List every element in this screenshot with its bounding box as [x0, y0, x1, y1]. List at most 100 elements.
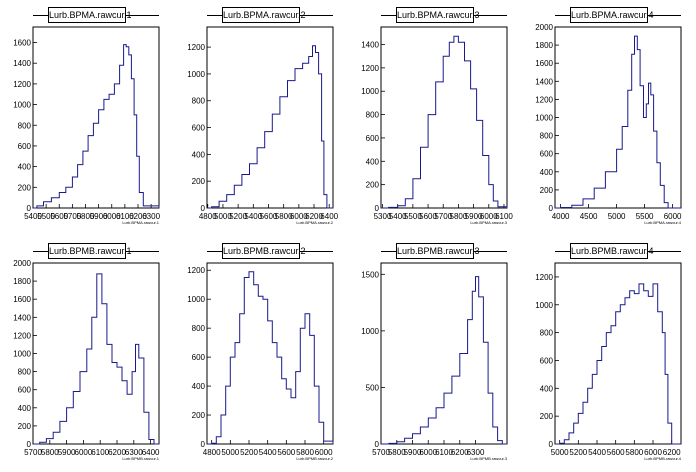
- x-tick-label: 6200: [108, 448, 126, 457]
- y-tick-label: 600: [18, 142, 32, 151]
- x-tick-label: 6300: [125, 448, 143, 457]
- x-tick-label: 6200: [305, 212, 323, 221]
- plot-frame: [206, 262, 334, 445]
- y-tick-label: 1200: [187, 266, 205, 275]
- y-tick-label: 400: [366, 157, 380, 166]
- x-axis-title: Lurb.BPMA.rawcur.4: [644, 220, 681, 225]
- x-tick-label: 6000: [480, 212, 498, 221]
- x-tick-label: 5000: [214, 212, 232, 221]
- x-tick-label: 6200: [129, 212, 147, 221]
- y-tick-label: 1200: [361, 64, 379, 73]
- y-tick-label: 1200: [13, 331, 31, 340]
- x-tick-label: 5400: [389, 212, 407, 221]
- x-tick-label: 5500: [37, 212, 55, 221]
- histogram-plot: 0 200 400 600 800 1000 1200 1400 530054005500560…: [361, 26, 513, 225]
- histogram-title: Lurb.BPMA.rawcur.4: [570, 7, 654, 23]
- x-axis-title: Lurb.BPMA.rawcur.2: [296, 220, 333, 225]
- plot-frame: [32, 262, 160, 445]
- histogram-series: [33, 273, 159, 445]
- x-tick-label: 6100: [495, 212, 513, 221]
- x-tick-label: 6000: [664, 212, 682, 221]
- y-tick-label: 400: [540, 168, 554, 177]
- x-tick-label: 6100: [116, 212, 134, 221]
- histogram-title: Lurb.BPMB.rawcur.4: [570, 243, 654, 259]
- y-tick-label: 800: [192, 97, 206, 106]
- y-tick-label: 0: [27, 440, 32, 449]
- histogram-panel: Lurb.BPMB.rawcur.4 0 200 400 600 800 1000 1200 5…: [522, 236, 696, 472]
- y-tick-label: 0: [27, 204, 32, 213]
- x-tick-label: 4800: [199, 212, 217, 221]
- x-axis-title: Lurb.BPMA.rawcur.3: [470, 220, 507, 225]
- x-tick-label: 6300: [142, 212, 160, 221]
- histogram-plot: 0 200 400 600 800 1000 1200 1400 1600 54005500560…: [13, 26, 161, 225]
- y-tick-label: 0: [201, 204, 206, 213]
- x-tick-label: 5800: [625, 448, 643, 457]
- histogram-plot: 0 200 400 600 800 1000 1200 1400 1600 1800 2000 570…: [13, 259, 160, 461]
- y-tick-label: 600: [366, 134, 380, 143]
- histogram-title: Lurb.BPMA.rawcur.3: [396, 7, 480, 23]
- x-tick-label: 6100: [91, 448, 109, 457]
- y-tick-label: 800: [366, 111, 380, 120]
- histogram-series: [207, 271, 334, 445]
- x-tick-label: 5700: [24, 448, 42, 457]
- histogram-series: [381, 276, 507, 445]
- y-tick-label: 0: [201, 440, 206, 449]
- y-tick-label: 0: [549, 440, 554, 449]
- x-tick-label: 5800: [296, 448, 314, 457]
- x-tick-label: 4500: [580, 212, 598, 221]
- plot-frame: [554, 262, 682, 445]
- y-tick-label: 1200: [535, 273, 553, 282]
- y-tick-label: 200: [18, 422, 32, 431]
- histogram-title: Lurb.BPMB.rawcur.3: [396, 243, 480, 259]
- y-tick-label: 2000: [535, 23, 553, 32]
- y-tick-label: 1200: [13, 80, 31, 89]
- histogram-series: [33, 44, 160, 209]
- x-tick-label: 5800: [275, 212, 293, 221]
- x-tick-label: 5600: [607, 448, 625, 457]
- y-tick-label: 1000: [187, 295, 205, 304]
- y-tick-label: 400: [18, 163, 32, 172]
- x-tick-label: 5600: [260, 212, 278, 221]
- histogram-plot: 0 200 400 600 800 1000 1200 5000 5200 5400 5600 580…: [535, 262, 682, 461]
- x-tick-label: 5900: [58, 448, 76, 457]
- histogram-title: Lurb.BPMA.rawcur.1: [48, 7, 132, 23]
- x-tick-label: 6400: [320, 212, 338, 221]
- x-tick-label: 6400: [142, 448, 160, 457]
- x-tick-label: 5000: [551, 448, 569, 457]
- histogram-title: Lurb.BPMA.rawcur.2: [222, 7, 306, 23]
- y-tick-label: 600: [540, 150, 554, 159]
- y-tick-label: 1400: [361, 41, 379, 50]
- y-tick-label: 200: [192, 177, 206, 186]
- x-tick-label: 5700: [434, 212, 452, 221]
- x-tick-label: 5000: [608, 212, 626, 221]
- plot-frame: [32, 26, 160, 209]
- y-tick-label: 1600: [13, 295, 31, 304]
- y-tick-label: 200: [540, 412, 554, 421]
- x-axis-title: Lurb.BPMA.rawcur.1: [122, 220, 159, 225]
- y-tick-label: 1000: [535, 114, 553, 123]
- histogram-plot: 0 500 1000 1500 5700580059006000610062006300…: [361, 262, 508, 461]
- histogram-panel: Lurb.BPMA.rawcur.4 0 200 400 600 800 1000 1200 1…: [522, 0, 696, 236]
- x-tick-label: 6000: [103, 212, 121, 221]
- x-tick-label: 6000: [419, 448, 437, 457]
- y-tick-label: 1800: [13, 277, 31, 286]
- y-tick-label: 1600: [535, 59, 553, 68]
- x-tick-label: 5300: [374, 212, 392, 221]
- x-tick-label: 6200: [663, 448, 681, 457]
- plot-frame: [206, 26, 334, 209]
- y-tick-label: 400: [192, 150, 206, 159]
- x-tick-label: 5400: [24, 212, 42, 221]
- y-tick-label: 1000: [13, 350, 31, 359]
- y-tick-label: 0: [549, 204, 554, 213]
- x-tick-label: 4800: [203, 448, 221, 457]
- x-tick-label: 5200: [569, 448, 587, 457]
- histogram-panel: Lurb.BPMB.rawcur.2 0 200 400 600 800 1000 1200 4…: [174, 236, 348, 472]
- histogram-panel: Lurb.BPMB.rawcur.3 0 500 1000 1500 5700 5800 59…: [348, 236, 522, 472]
- y-tick-label: 1400: [13, 59, 31, 68]
- x-tick-label: 6200: [451, 448, 469, 457]
- histogram-series: [555, 283, 681, 445]
- x-tick-label: 5900: [90, 212, 108, 221]
- y-tick-label: 400: [18, 404, 32, 413]
- x-tick-label: 6000: [315, 448, 333, 457]
